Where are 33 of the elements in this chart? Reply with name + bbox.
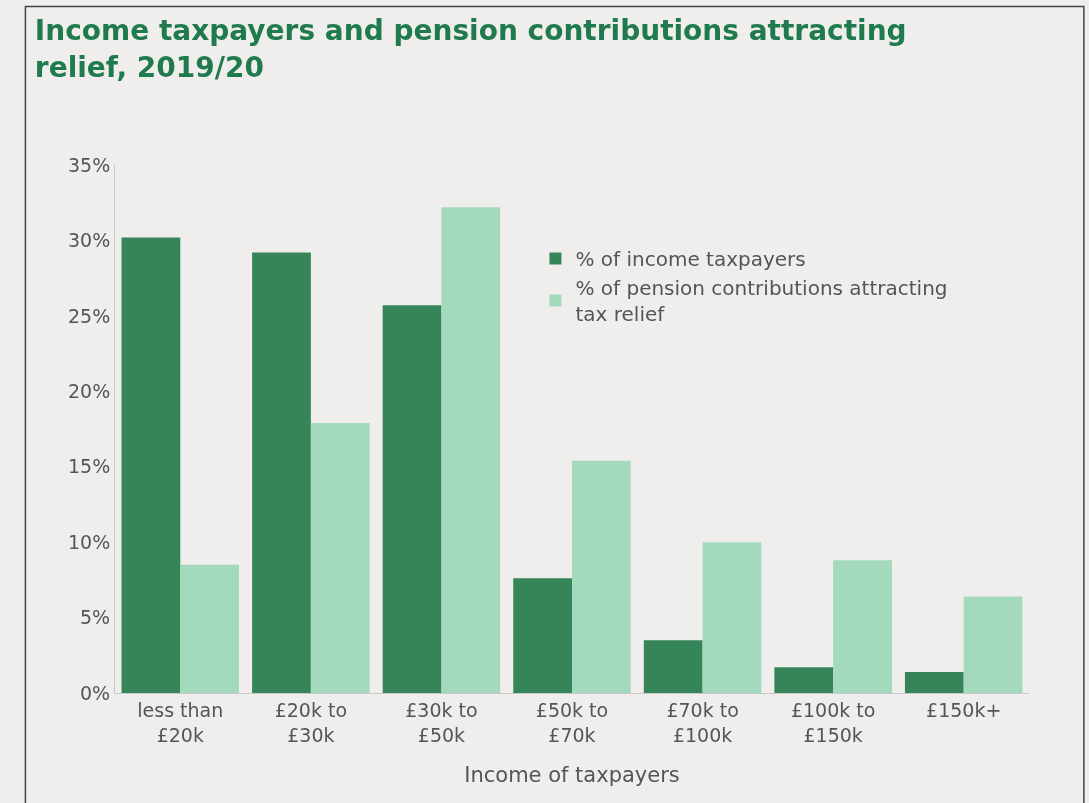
legend-label: % of income taxpayers: [575, 247, 806, 272]
y-tick-label: 20%: [67, 379, 111, 402]
bar: [833, 560, 892, 693]
bar: [180, 564, 240, 693]
x-tick-label: £30k to £50k: [405, 698, 478, 746]
bar: [643, 640, 703, 693]
x-tick-label: £100k to £150k: [790, 698, 876, 746]
x-tick-label: £70k to £100k: [666, 698, 739, 746]
x-axis-title: Income of taxpayers: [464, 762, 680, 787]
y-tick-label: 30%: [67, 229, 111, 252]
x-tick-label: £20k to £30k: [274, 698, 348, 746]
bar: [441, 207, 501, 693]
bar: [963, 596, 1023, 693]
y-tick-label: 15%: [67, 455, 111, 478]
bar: [572, 460, 631, 693]
y-tick-label: 25%: [67, 304, 111, 327]
bar: [513, 578, 572, 693]
chart-title: Income taxpayers and pension contributions attracting relief, 2019/20: [34, 14, 907, 84]
y-tick-label: 10%: [67, 530, 111, 553]
x-tick-label: £150k+: [926, 698, 1002, 721]
bar: [774, 667, 834, 693]
bar: [310, 422, 370, 693]
bar: [121, 237, 181, 693]
x-tick-label: less than £20k: [137, 698, 224, 746]
bar: [702, 542, 762, 693]
y-tick-label: 0%: [80, 681, 111, 704]
x-tick-label: £50k to £70k: [535, 698, 609, 746]
bar: [382, 305, 442, 693]
y-tick-label: 5%: [80, 606, 111, 629]
legend-label: % of pension contributions attracting tax relief: [575, 276, 948, 327]
bar: [252, 252, 311, 693]
y-tick-label: 35%: [67, 153, 111, 176]
bar: [904, 671, 964, 693]
